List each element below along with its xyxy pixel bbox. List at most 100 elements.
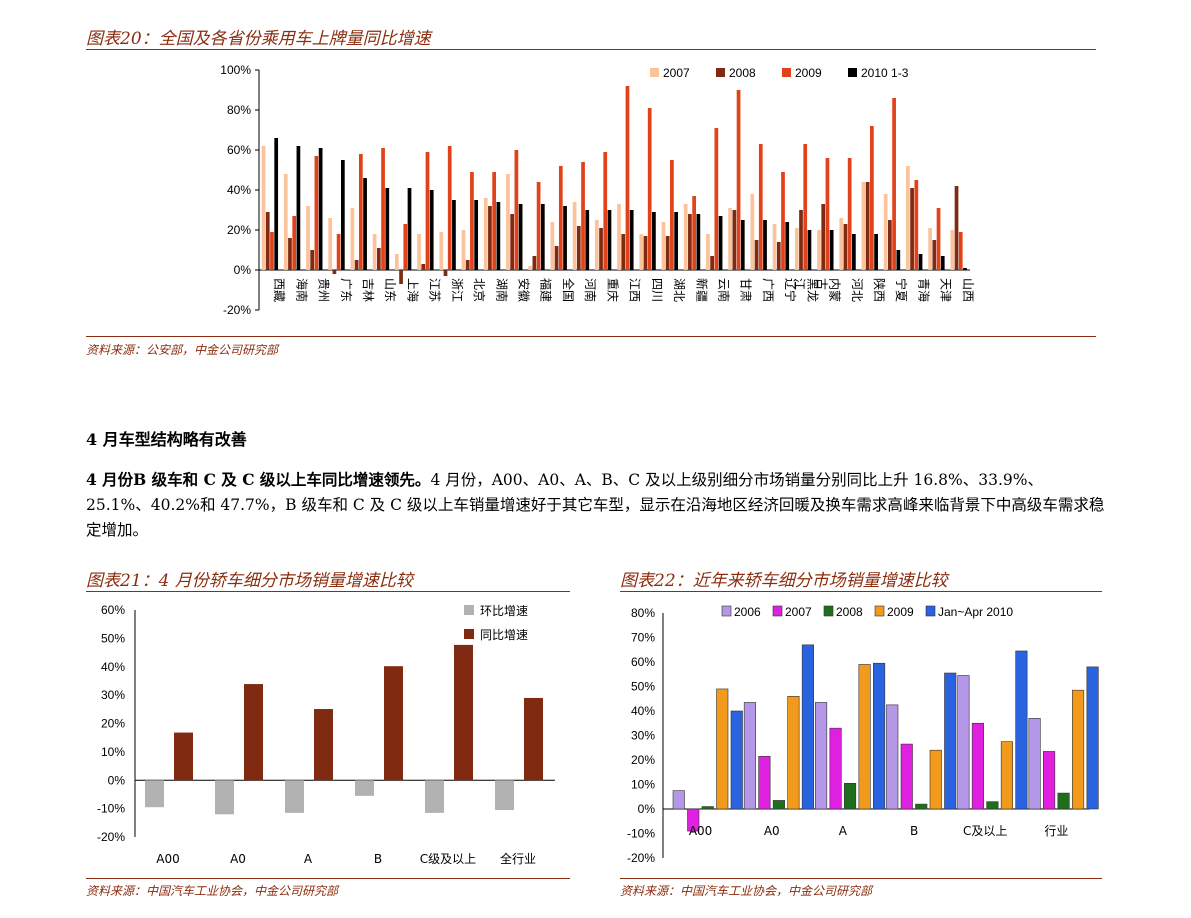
y-tick-label: 50% (101, 631, 125, 645)
legend-swatch (650, 68, 659, 77)
bar (563, 206, 567, 270)
y-tick-label: 0% (638, 802, 656, 816)
x-tick-label: 广西 (761, 278, 775, 302)
bar (896, 250, 901, 270)
bar (701, 806, 714, 810)
x-tick-label: 浙江 (450, 278, 464, 302)
bar (417, 234, 421, 270)
bar (873, 662, 886, 810)
bar (496, 202, 501, 270)
y-tick-label: -20% (97, 830, 125, 844)
bar (454, 644, 473, 781)
x-tick-label: 江苏 (428, 278, 442, 302)
y-tick-label: 30% (101, 688, 125, 702)
x-tick-label: 河北 (850, 278, 864, 302)
y-tick-label: -10% (627, 827, 655, 841)
legend-label: 同比增速 (480, 628, 528, 642)
bar (1015, 650, 1028, 810)
bar (801, 644, 814, 810)
bar (772, 224, 777, 270)
bar (847, 158, 852, 270)
x-tick-label: 吉林 (361, 278, 375, 302)
bar (740, 220, 745, 270)
bar (328, 218, 333, 270)
legend-swatch (874, 605, 885, 617)
bar (661, 222, 666, 270)
bar (495, 780, 514, 811)
legend-label: 2006 (734, 605, 761, 619)
bar (270, 232, 274, 270)
bar (1086, 666, 1099, 810)
bar (617, 204, 621, 270)
fig20-title: 图表20：全国及各省份乘用车上牌量同比增速 (86, 29, 431, 49)
x-tick-label: 重庆 (605, 278, 619, 302)
bar (429, 190, 434, 270)
bar (852, 234, 856, 270)
bar (730, 710, 743, 810)
y-tick-label: 40% (227, 183, 251, 197)
bar (652, 212, 656, 270)
bar (958, 232, 963, 270)
bar (772, 800, 785, 810)
x-tick-label: 内蒙 (828, 278, 842, 302)
y-tick-label: 20% (227, 223, 251, 237)
bar (815, 702, 828, 810)
x-tick-label: 全行业 (500, 851, 536, 866)
bar (688, 214, 692, 270)
y-tick-label: 50% (631, 680, 655, 694)
bar (599, 228, 603, 270)
y-tick-label: -20% (627, 851, 655, 865)
x-tick-label: 青海 (916, 278, 931, 302)
x-tick-label: A00 (156, 852, 179, 866)
bar (936, 208, 941, 270)
bar (785, 222, 790, 270)
y-tick-label: 30% (631, 729, 655, 743)
bar (261, 146, 266, 270)
y-tick-label: 0% (234, 263, 252, 277)
x-tick-label: 广东 (339, 278, 353, 302)
x-tick-label: 福建 (539, 278, 554, 302)
bar (672, 790, 685, 810)
legend-swatch (823, 605, 834, 617)
legend-label: 2008 (836, 605, 863, 619)
legend-swatch (925, 605, 936, 617)
bar (443, 270, 448, 276)
paragraph-lead: 4 月份B 级车和 C 及 C 级以上车同比增速领先。 (86, 470, 431, 489)
bar (483, 198, 488, 270)
bar (314, 709, 333, 781)
x-tick-label: A (839, 824, 848, 838)
bar (670, 160, 674, 270)
bar (825, 158, 830, 270)
bar (758, 756, 771, 810)
y-tick-label: 0% (108, 773, 126, 787)
x-tick-label: 辽宁 (783, 278, 798, 302)
bar (957, 675, 970, 810)
bar (643, 236, 648, 270)
bar (874, 234, 878, 270)
bar (915, 803, 928, 810)
paragraph-rest: 4 月份，A00、A0、A、B、C 及以上级别细分市场销量分别同比上升 16.8… (86, 471, 1105, 539)
bar (647, 108, 652, 270)
bar (829, 230, 834, 270)
bar (332, 270, 337, 274)
x-tick-label: C及以上 (963, 824, 1007, 838)
bar (817, 230, 821, 270)
legend-label: 2009 (887, 605, 914, 619)
bar (550, 222, 555, 270)
bar (754, 240, 759, 270)
fig20-title-rule (86, 49, 1096, 50)
bar (532, 256, 537, 270)
fig22-chart: 80% 70% 60% 50% 40% 30% 20% 10% 0% -10% -20% A00 A0 A… (627, 605, 1099, 865)
bar (394, 254, 399, 270)
bar (954, 186, 959, 270)
y-tick-label: 80% (227, 103, 251, 117)
y-tick-label: 60% (631, 655, 655, 669)
x-tick-label: 天津 (939, 278, 953, 302)
bar (403, 224, 408, 270)
bar (829, 727, 842, 810)
bar (986, 801, 999, 810)
bar (285, 780, 304, 813)
bar (807, 230, 812, 270)
fig21-bottom-rule (86, 878, 570, 879)
bar (576, 226, 581, 270)
